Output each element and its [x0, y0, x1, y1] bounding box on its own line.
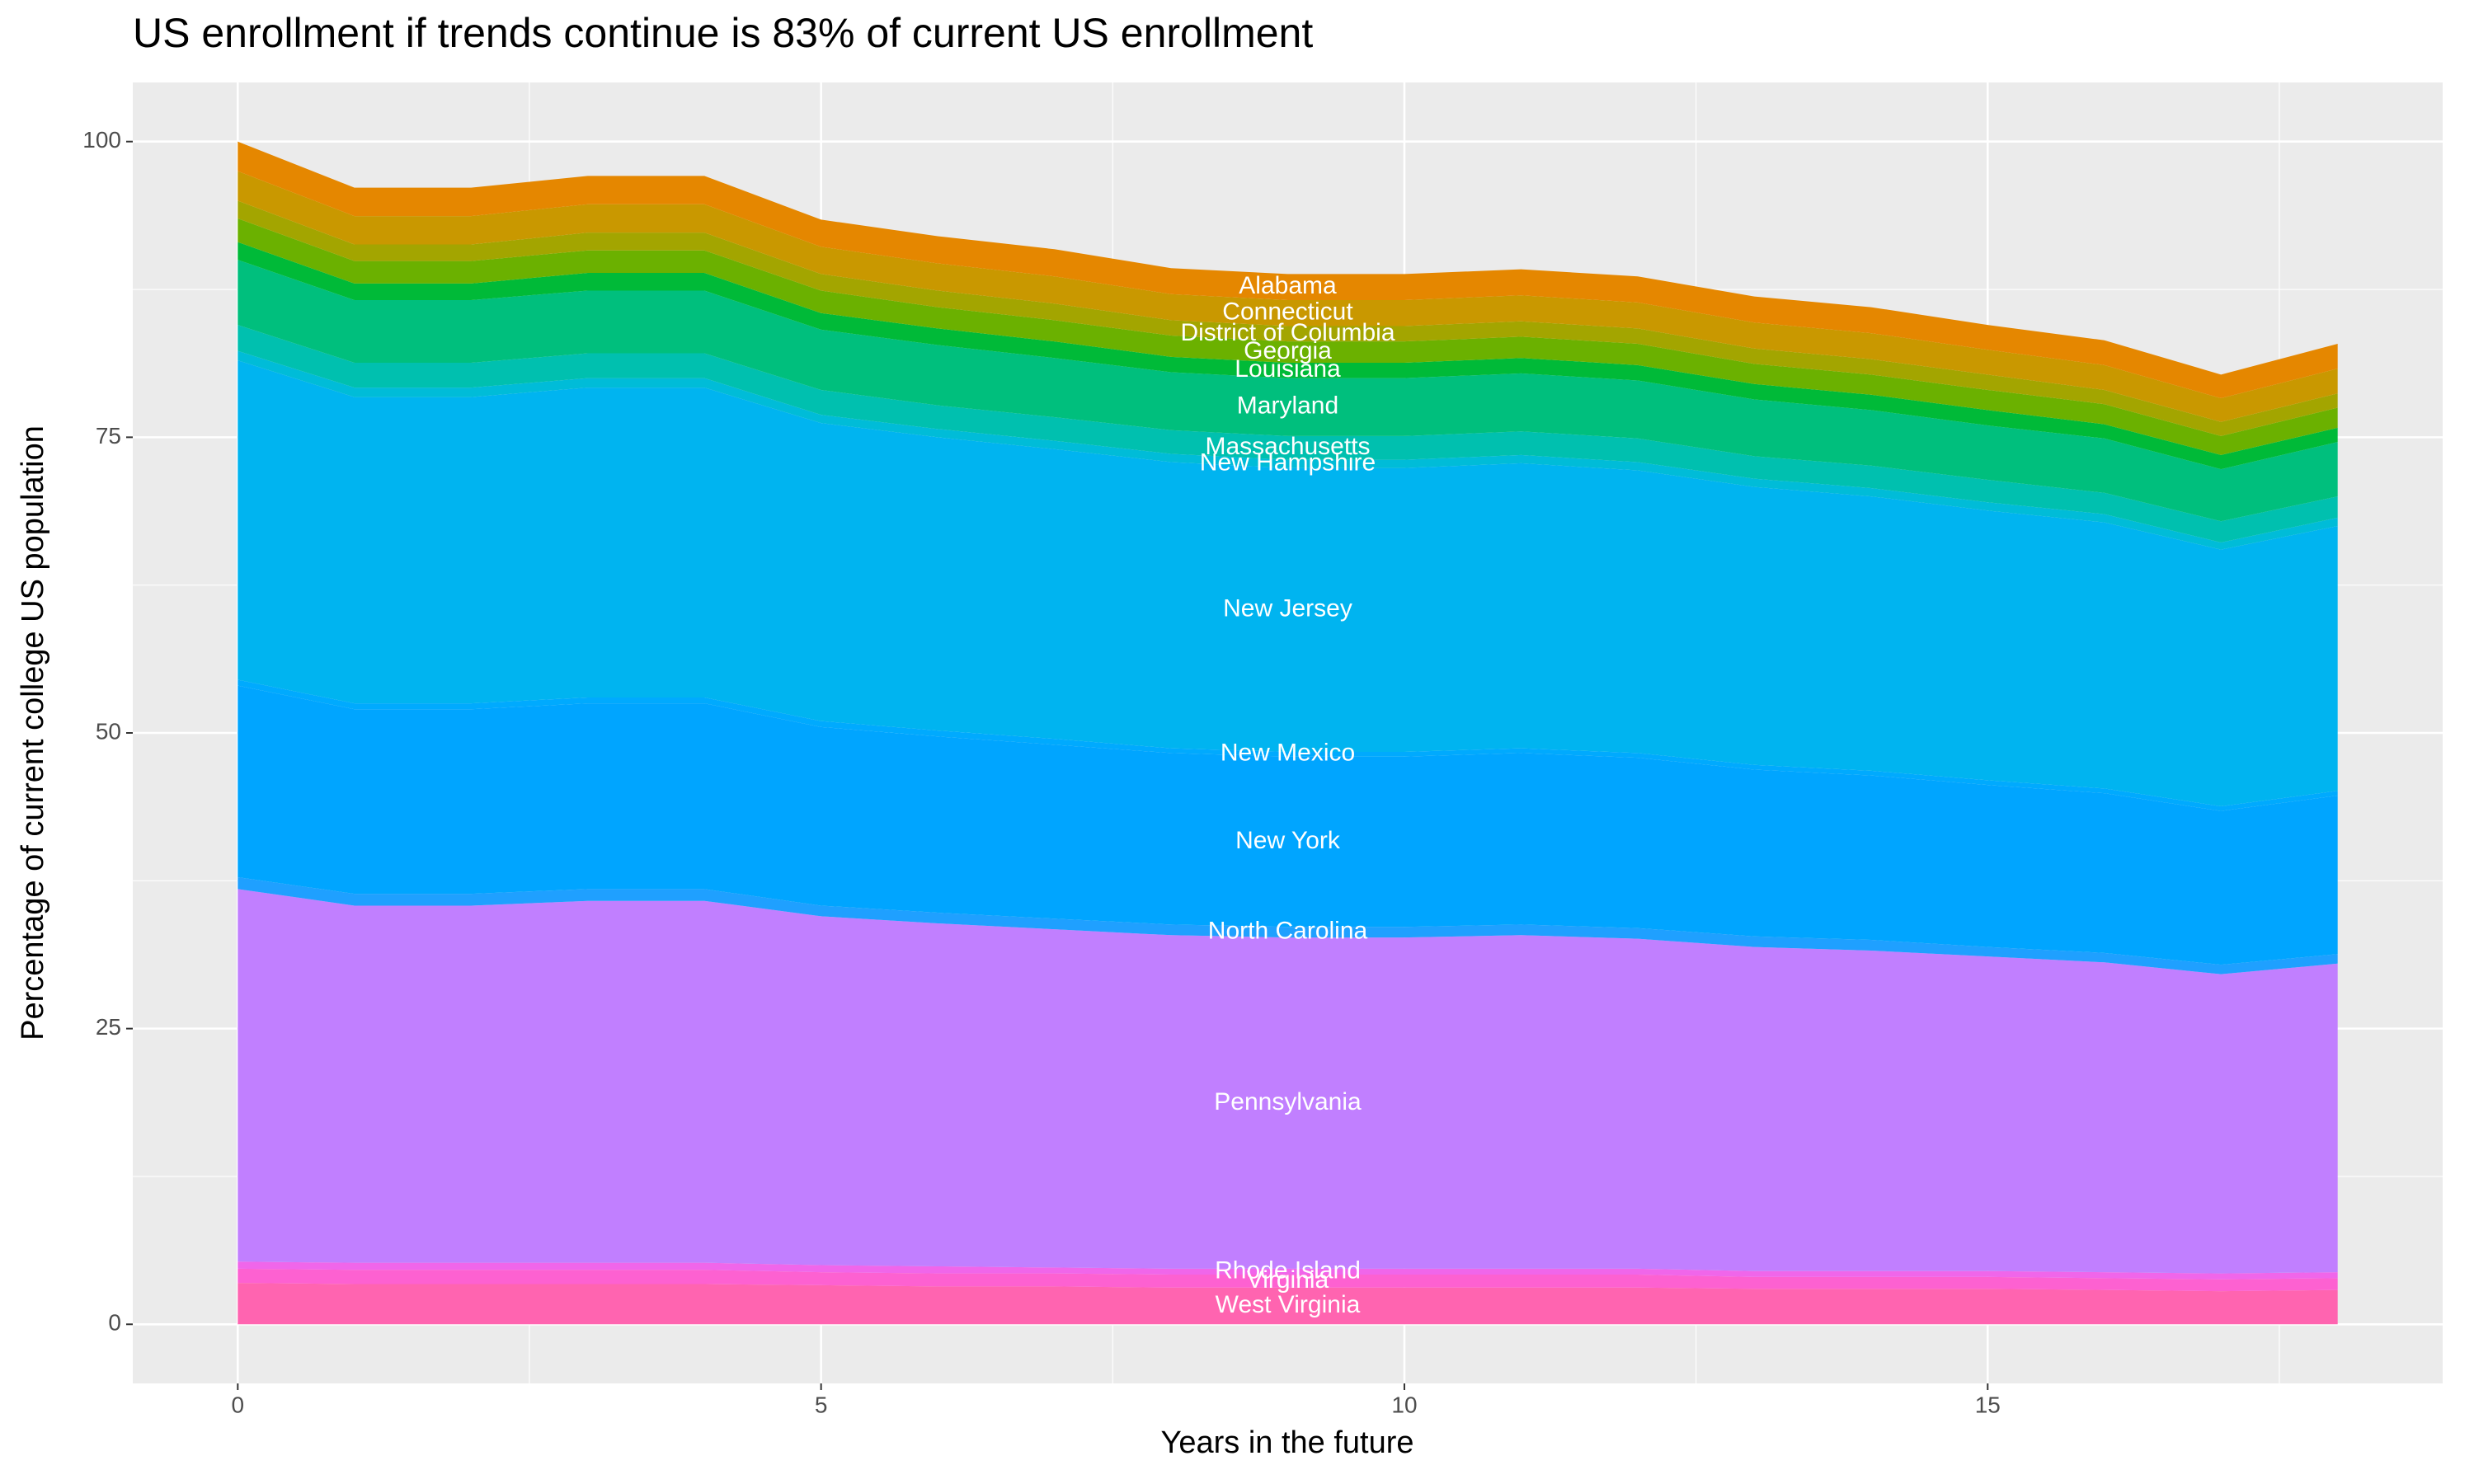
area [238, 325, 2338, 543]
area [238, 200, 2338, 436]
y-tick-label: 50 [96, 718, 121, 744]
y-tick-label: 25 [96, 1014, 121, 1040]
area-label: Georgia [1244, 337, 1332, 364]
area [238, 218, 2338, 455]
area-label: Alabama [1239, 272, 1337, 299]
chart-title: US enrollment if trends continue is 83% … [133, 10, 1313, 56]
area [238, 679, 2338, 811]
area-label: Maryland [1237, 392, 1338, 420]
area [238, 1261, 2338, 1280]
x-tick-label: 15 [1975, 1392, 2001, 1417]
area-label: West Virginia [1216, 1291, 1361, 1318]
area-label: New York [1235, 827, 1341, 854]
area-label: Pennsylvania [1214, 1088, 1362, 1115]
area-label: New Mexico [1221, 740, 1355, 767]
area [238, 141, 2338, 399]
y-axis-title: Percentage of current college US populat… [16, 425, 50, 1040]
area-label: Louisiana [1235, 355, 1341, 383]
area-label: Massachusetts [1205, 433, 1370, 460]
y-tick-label: 0 [108, 1310, 121, 1336]
area [238, 260, 2338, 522]
x-axis-title: Years in the future [1160, 1425, 1413, 1460]
area [238, 242, 2338, 470]
area [238, 360, 2338, 806]
area [238, 171, 2338, 422]
x-tick-label: 10 [1391, 1392, 1417, 1417]
x-tick-label: 0 [232, 1392, 245, 1417]
area-label: New Hampshire [1200, 449, 1376, 477]
area [238, 1283, 2338, 1325]
area-label: North Carolina [1208, 918, 1368, 945]
area-label: District of Columbia [1180, 319, 1395, 346]
area-label: Rhode Island [1215, 1256, 1361, 1284]
x-tick-label: 5 [815, 1392, 828, 1417]
y-tick-label: 75 [96, 423, 121, 448]
area [238, 877, 2338, 974]
area [238, 350, 2338, 550]
area [238, 685, 2338, 965]
y-tick-label: 100 [82, 127, 121, 153]
area-label: New Jersey [1223, 595, 1352, 622]
area [238, 1268, 2338, 1292]
area-label: Virginia [1247, 1266, 1329, 1294]
area [238, 889, 2338, 1274]
area-label: Connecticut [1222, 298, 1353, 326]
